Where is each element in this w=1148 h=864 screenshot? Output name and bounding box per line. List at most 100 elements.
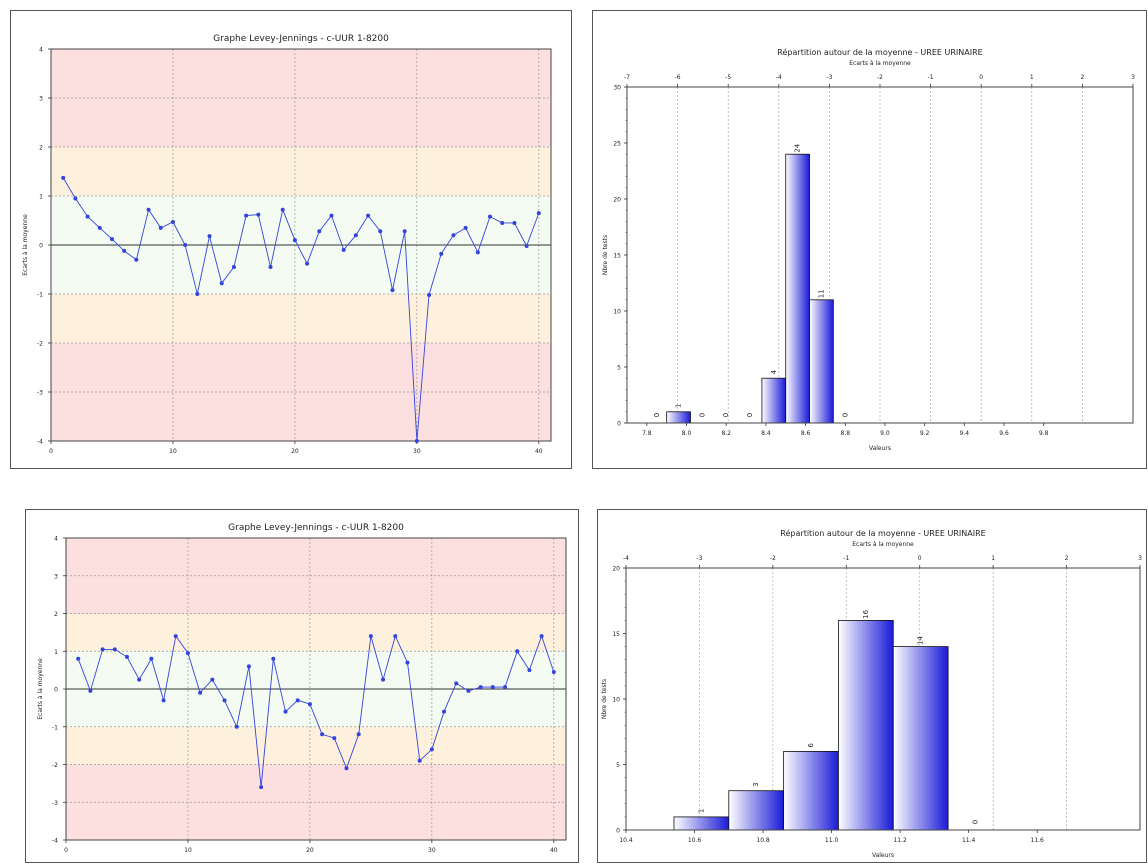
data-point [183, 243, 188, 247]
top-tick-label: -2 [877, 74, 883, 81]
y-axis-label: Nbre de tests [602, 235, 609, 275]
y-tick-label: 15 [613, 253, 621, 260]
data-point [161, 698, 166, 703]
data-point [503, 685, 508, 690]
chart-title: Répartition autour de la moyenne - UREE … [777, 47, 982, 57]
histogram-1-svg: Répartition autour de la moyenne - UREE … [602, 47, 1135, 452]
bar-value-label: 11 [817, 289, 825, 298]
bar-value-label: 0 [722, 413, 730, 417]
levey-jennings-chart-1: Graphe Levey-Jennings - c-UUR 1-8200 -4 -3… [10, 10, 572, 469]
y-tick-label: 20 [613, 197, 621, 204]
plot-frame [50, 48, 552, 442]
histogram-bar [783, 750, 839, 831]
data-point [158, 225, 163, 230]
data-point [283, 709, 288, 714]
y-tick-label: 4 [39, 47, 43, 54]
histogram-bar [892, 646, 949, 831]
x-tick-label: 40 [550, 847, 558, 854]
x-tick-label: 10 [184, 847, 192, 854]
data-point [85, 214, 90, 219]
x-tick-label: 7.8 [642, 430, 652, 437]
top-tick-label: -7 [624, 74, 630, 81]
x-tick-label: 30 [413, 448, 421, 455]
top-tick-label: 2 [1065, 555, 1069, 562]
chart-title: Graphe Levey-Jennings - c-UUR 1-8200 [228, 523, 404, 533]
bar-value-label: 0 [972, 820, 980, 824]
x-tick-label: 9.4 [960, 430, 970, 437]
top-tick-label: -5 [725, 74, 731, 81]
top-tick-label: 3 [1131, 74, 1135, 81]
data-point [536, 211, 541, 216]
data-point [97, 225, 102, 230]
x-tick-label: 10.8 [756, 837, 770, 844]
x-tick-label: 8.6 [801, 430, 811, 437]
histogram-2-svg: Répartition autour de la moyenne - UREE … [601, 528, 1142, 859]
y-tick-label: 1 [54, 649, 58, 656]
data-point [344, 766, 349, 771]
data-point [500, 220, 505, 225]
y-tick-label: -4 [52, 838, 58, 845]
data-point [427, 292, 432, 297]
data-point [173, 634, 178, 639]
y-tick-label: 15 [612, 631, 620, 638]
histogram-chart-1: Répartition autour de la moyenne - UREE … [592, 10, 1147, 469]
data-point [368, 634, 373, 639]
top-tick-label: 3 [1138, 555, 1142, 562]
y-tick-label: 10 [612, 697, 620, 704]
data-point [307, 702, 312, 707]
data-point [76, 656, 81, 661]
data-point [61, 175, 66, 180]
x-tick-label: 11.0 [825, 837, 839, 844]
y-tick-label: 3 [39, 96, 43, 103]
series-line [77, 634, 555, 788]
bar-value-label: 1 [697, 809, 705, 813]
x-tick-label: 20 [306, 847, 314, 854]
y-tick-label: 20 [612, 566, 620, 573]
y-tick-label: -2 [37, 341, 43, 348]
data-point [539, 634, 544, 639]
data-point [259, 785, 264, 790]
data-point [439, 251, 444, 256]
histogram-bar [838, 620, 894, 831]
data-point [317, 229, 322, 234]
data-point [295, 698, 300, 703]
x-tick-label: 10.6 [688, 837, 702, 844]
data-point [137, 677, 142, 682]
bar-value-label: 0 [841, 413, 849, 417]
y-tick-label: 0 [616, 828, 620, 835]
data-point [198, 690, 203, 695]
chart-title: Graphe Levey-Jennings - c-UUR 1-8200 [213, 34, 389, 44]
x-tick-label: 8.0 [682, 430, 692, 437]
top-tick-label: -3 [696, 555, 702, 562]
top-tick-label: -4 [623, 555, 629, 562]
data-point [219, 281, 224, 286]
data-point [73, 196, 78, 201]
data-point [268, 265, 273, 270]
band-zone [66, 726, 566, 765]
data-point [417, 758, 422, 763]
data-point [222, 698, 227, 703]
data-point [122, 248, 127, 253]
data-point [490, 685, 495, 690]
top-tick-label: 2 [1080, 74, 1084, 81]
histogram-bar [809, 299, 834, 424]
data-point [475, 250, 480, 255]
x-tick-label: 8.8 [841, 430, 851, 437]
data-point [551, 670, 556, 675]
chart-title: Répartition autour de la moyenne - UREE … [780, 528, 985, 538]
data-point [451, 233, 456, 238]
y-tick-label: 10 [613, 309, 621, 316]
data-point [320, 732, 325, 737]
data-point [353, 233, 358, 238]
data-point [515, 649, 520, 654]
data-point [280, 207, 285, 212]
top-tick-label: -4 [776, 74, 782, 81]
top-tick-label: -2 [770, 555, 776, 562]
x-axis-label: Valeurs [872, 852, 894, 859]
histogram-bar [785, 153, 810, 424]
data-point [378, 229, 383, 234]
bar-value-label: 4 [770, 369, 778, 374]
y-tick-label: 30 [613, 85, 621, 92]
data-point [356, 732, 361, 737]
data-point [478, 685, 483, 690]
